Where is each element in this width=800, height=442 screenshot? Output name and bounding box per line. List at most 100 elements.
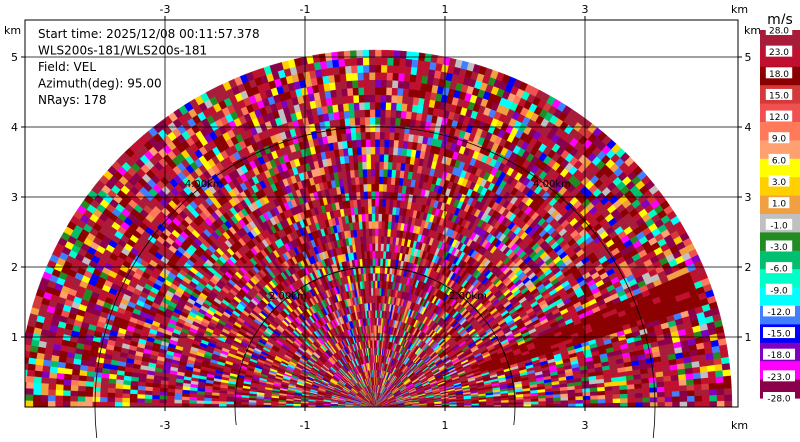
velocity-cell <box>386 80 392 88</box>
velocity-cell <box>657 392 665 397</box>
velocity-cell <box>355 125 360 133</box>
velocity-cell <box>358 169 363 177</box>
velocity-cell <box>620 398 628 403</box>
velocity-cell <box>354 110 360 118</box>
velocity-cell <box>598 399 606 403</box>
velocity-cell <box>375 154 380 162</box>
velocity-cell <box>693 372 701 378</box>
velocity-cell <box>375 169 379 177</box>
velocity-cell <box>349 118 355 126</box>
velocity-cell <box>364 80 370 88</box>
velocity-cell <box>568 404 576 408</box>
velocity-cell <box>710 395 718 401</box>
velocity-cell <box>380 258 383 266</box>
velocity-cell <box>378 243 381 251</box>
velocity-cell <box>411 59 418 67</box>
velocity-cell <box>369 72 375 80</box>
velocity-cell <box>364 206 368 214</box>
velocity-cell <box>375 243 378 250</box>
velocity-cell <box>686 373 694 379</box>
velocity-cell <box>643 402 651 407</box>
velocity-cell <box>393 147 398 155</box>
velocity-cell <box>384 147 389 155</box>
velocity-cell <box>576 400 584 404</box>
velocity-cell <box>627 384 635 389</box>
velocity-cell <box>385 117 390 125</box>
velocity-cell <box>359 102 365 110</box>
velocity-cell <box>414 90 421 98</box>
velocity-cell <box>397 88 403 96</box>
velocity-cell <box>657 381 665 387</box>
velocity-cell <box>357 65 363 73</box>
velocity-cell <box>388 147 393 155</box>
velocity-cell <box>412 52 419 60</box>
velocity-cell <box>384 229 388 237</box>
velocity-cell <box>375 102 380 109</box>
velocity-cell <box>605 394 613 399</box>
velocity-cell <box>379 162 384 170</box>
velocity-cell <box>365 214 369 222</box>
velocity-cell <box>347 88 353 96</box>
velocity-cell <box>380 273 383 281</box>
velocity-cell <box>381 221 385 229</box>
velocity-cell <box>379 184 383 192</box>
velocity-cell <box>375 206 379 214</box>
velocity-cell <box>725 401 733 407</box>
velocity-cell <box>664 386 672 392</box>
velocity-cell <box>342 96 348 104</box>
velocity-cell <box>715 370 723 377</box>
velocity-cell <box>375 288 377 296</box>
velocity-cell <box>380 124 385 132</box>
velocity-cell <box>561 397 569 401</box>
velocity-cell <box>398 81 404 89</box>
velocity-cell <box>381 80 387 88</box>
velocity-cell <box>576 396 584 400</box>
velocity-cell <box>382 206 386 214</box>
velocity-cell <box>380 102 386 110</box>
velocity-cell <box>399 58 406 66</box>
velocity-cell <box>375 199 379 206</box>
velocity-cell <box>422 68 429 76</box>
velocity-cell <box>392 155 397 163</box>
velocity-cell <box>371 154 376 162</box>
velocity-cell <box>352 80 358 88</box>
velocity-cell <box>387 65 393 73</box>
velocity-cell <box>539 401 547 404</box>
velocity-cell <box>372 206 376 214</box>
velocity-cell <box>709 389 717 395</box>
velocity-cell <box>364 199 368 207</box>
velocity-cell <box>400 118 406 126</box>
velocity-cell <box>716 382 724 389</box>
velocity-cell <box>401 103 407 111</box>
velocity-cell <box>372 214 375 222</box>
velocity-cell <box>417 60 424 68</box>
velocity-cell <box>362 50 368 58</box>
velocity-cell <box>390 184 395 192</box>
velocity-cell <box>358 162 363 170</box>
velocity-cell <box>364 191 368 199</box>
velocity-cell <box>672 386 680 392</box>
velocity-cell <box>364 102 370 110</box>
velocity-cell <box>379 191 383 199</box>
velocity-cell <box>389 140 394 148</box>
velocity-cell <box>722 363 730 370</box>
velocity-cell <box>386 87 392 95</box>
velocity-cell <box>716 376 724 383</box>
velocity-cell <box>710 401 718 407</box>
velocity-cell <box>332 59 339 67</box>
velocity-cell <box>375 191 379 199</box>
velocity-cell <box>355 117 361 125</box>
velocity-cell <box>402 96 408 104</box>
velocity-cell <box>687 384 695 390</box>
velocity-cell <box>410 67 417 75</box>
velocity-cell <box>612 385 620 390</box>
velocity-cell <box>695 396 703 402</box>
velocity-cell <box>613 394 621 399</box>
velocity-cell <box>380 95 386 103</box>
velocity-cell <box>367 184 371 192</box>
velocity-cell <box>390 110 396 118</box>
velocity-cell <box>340 81 346 89</box>
velocity-cell <box>383 162 388 170</box>
velocity-cell <box>350 58 357 66</box>
